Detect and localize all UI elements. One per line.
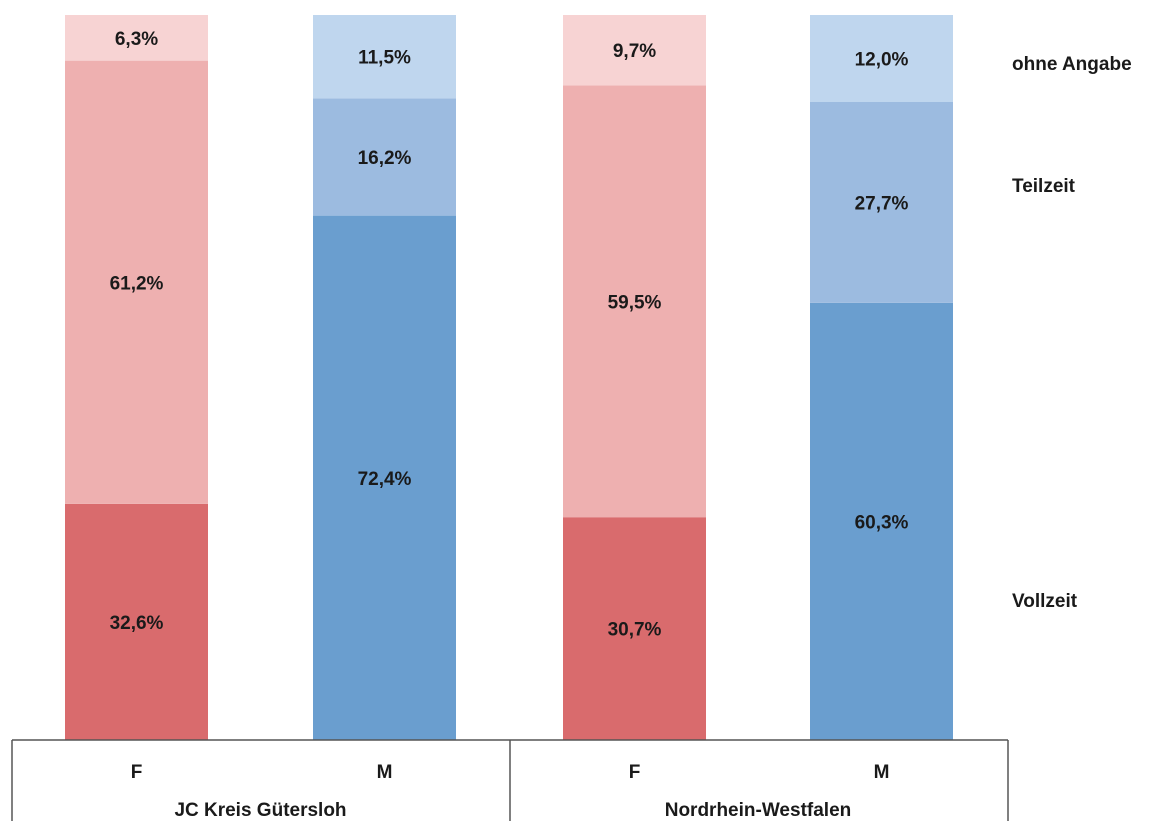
bar-segment-vollzeit-4 (810, 302, 953, 740)
data-label-vollzeit-4: 60,3% (855, 512, 909, 533)
data-label-vollzeit-3: 30,7% (608, 620, 662, 641)
bar-segment-vollzeit-2 (313, 215, 456, 740)
legend-label-vollzeit: Vollzeit (1012, 591, 1078, 612)
group-label-1: JC Kreis Gütersloh (174, 800, 346, 821)
data-label-teilzeit-2: 16,2% (358, 148, 412, 169)
data-label-teilzeit-4: 27,7% (855, 193, 909, 214)
category-label-3: F (629, 762, 641, 783)
data-label-teilzeit-3: 59,5% (608, 292, 662, 313)
data-label-ohne-angabe-2: 11,5% (358, 48, 411, 69)
bar-segment-ohne-angabe-2 (313, 15, 456, 99)
bar-segment-vollzeit-1 (65, 503, 208, 740)
data-label-vollzeit-2: 72,4% (358, 469, 412, 490)
bar-segment-teilzeit-4 (810, 102, 953, 303)
data-label-vollzeit-1: 32,6% (110, 613, 164, 634)
data-label-ohne-angabe-1: 6,3% (115, 29, 158, 50)
bars-layer: 32,6% 61,2% 6,3% 72,4% 16,2% 11,5% 30,7% 59,5% 9… (65, 15, 953, 740)
bar-segment-ohne-angabe-3 (563, 15, 706, 86)
group-label-2: Nordrhein-Westfalen (665, 800, 852, 821)
data-label-ohne-angabe-3: 9,7% (613, 41, 656, 62)
category-label-4: M (874, 762, 890, 783)
legend-label-teilzeit: Teilzeit (1012, 176, 1076, 197)
category-label-1: F (131, 762, 143, 783)
bar-segment-ohne-angabe-4 (810, 15, 953, 102)
data-label-ohne-angabe-4: 12,0% (855, 50, 909, 71)
data-label-teilzeit-1: 61,2% (110, 273, 164, 294)
bar-segment-ohne-angabe-1 (65, 15, 208, 61)
bar-segment-teilzeit-3 (563, 85, 706, 518)
bar-segment-teilzeit-2 (313, 98, 456, 216)
legend: Vollzeit Teilzeit ohne Angabe (1012, 54, 1132, 612)
bar-segment-vollzeit-3 (563, 517, 706, 740)
category-axis: F M F M JC Kreis Gütersloh Nordrhein-Westfale… (11, 739, 1009, 821)
bar-segment-teilzeit-1 (65, 60, 208, 504)
category-label-2: M (377, 762, 393, 783)
legend-label-ohne-angabe: ohne Angabe (1012, 54, 1132, 75)
